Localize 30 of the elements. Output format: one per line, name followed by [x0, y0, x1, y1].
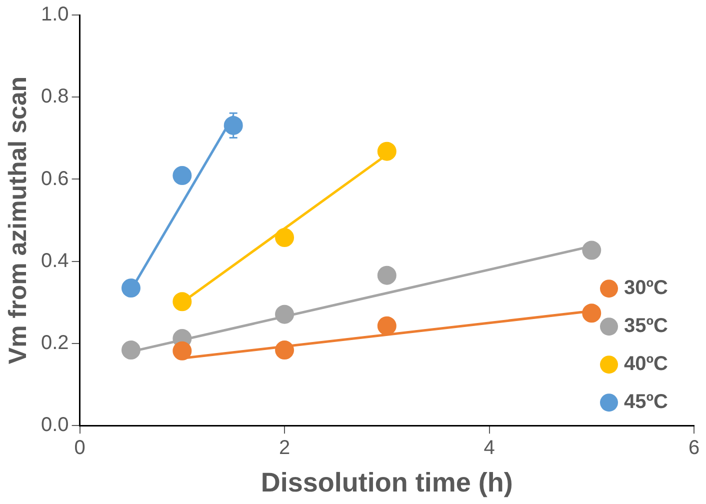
- point: [377, 266, 396, 285]
- y-tick-label: 0.0: [40, 414, 69, 436]
- point: [275, 304, 294, 324]
- point: [224, 116, 243, 135]
- point: [121, 278, 140, 298]
- y-axis-title: Vm from azimuthal scan: [4, 76, 32, 364]
- x-tick-label: 2: [278, 437, 290, 460]
- x-tick-label: 6: [688, 437, 700, 460]
- point: [582, 240, 602, 260]
- y-tick-label: 0.2: [40, 332, 69, 354]
- x-tick-label: 0: [74, 437, 86, 460]
- legend-label: 30ºC: [624, 277, 668, 300]
- point: [377, 316, 396, 336]
- x-tick-label: 4: [484, 437, 495, 460]
- point: [275, 340, 294, 360]
- y-tick-label: 0.4: [40, 250, 69, 272]
- point: [582, 304, 602, 323]
- legend-label: 35ºC: [624, 315, 668, 338]
- y-tick-label: 1.0: [40, 4, 69, 26]
- legend-label: 45ºC: [624, 391, 668, 414]
- point: [377, 142, 396, 161]
- x-axis-title: Dissolution time (h): [260, 467, 513, 498]
- legend-label: 40ºC: [624, 353, 668, 376]
- y-tick-label: 0.6: [40, 168, 69, 190]
- point: [121, 340, 140, 360]
- point: [172, 166, 192, 186]
- point: [172, 292, 192, 312]
- y-tick-label: 0.8: [40, 86, 69, 108]
- point: [275, 228, 294, 248]
- point: [172, 341, 192, 360]
